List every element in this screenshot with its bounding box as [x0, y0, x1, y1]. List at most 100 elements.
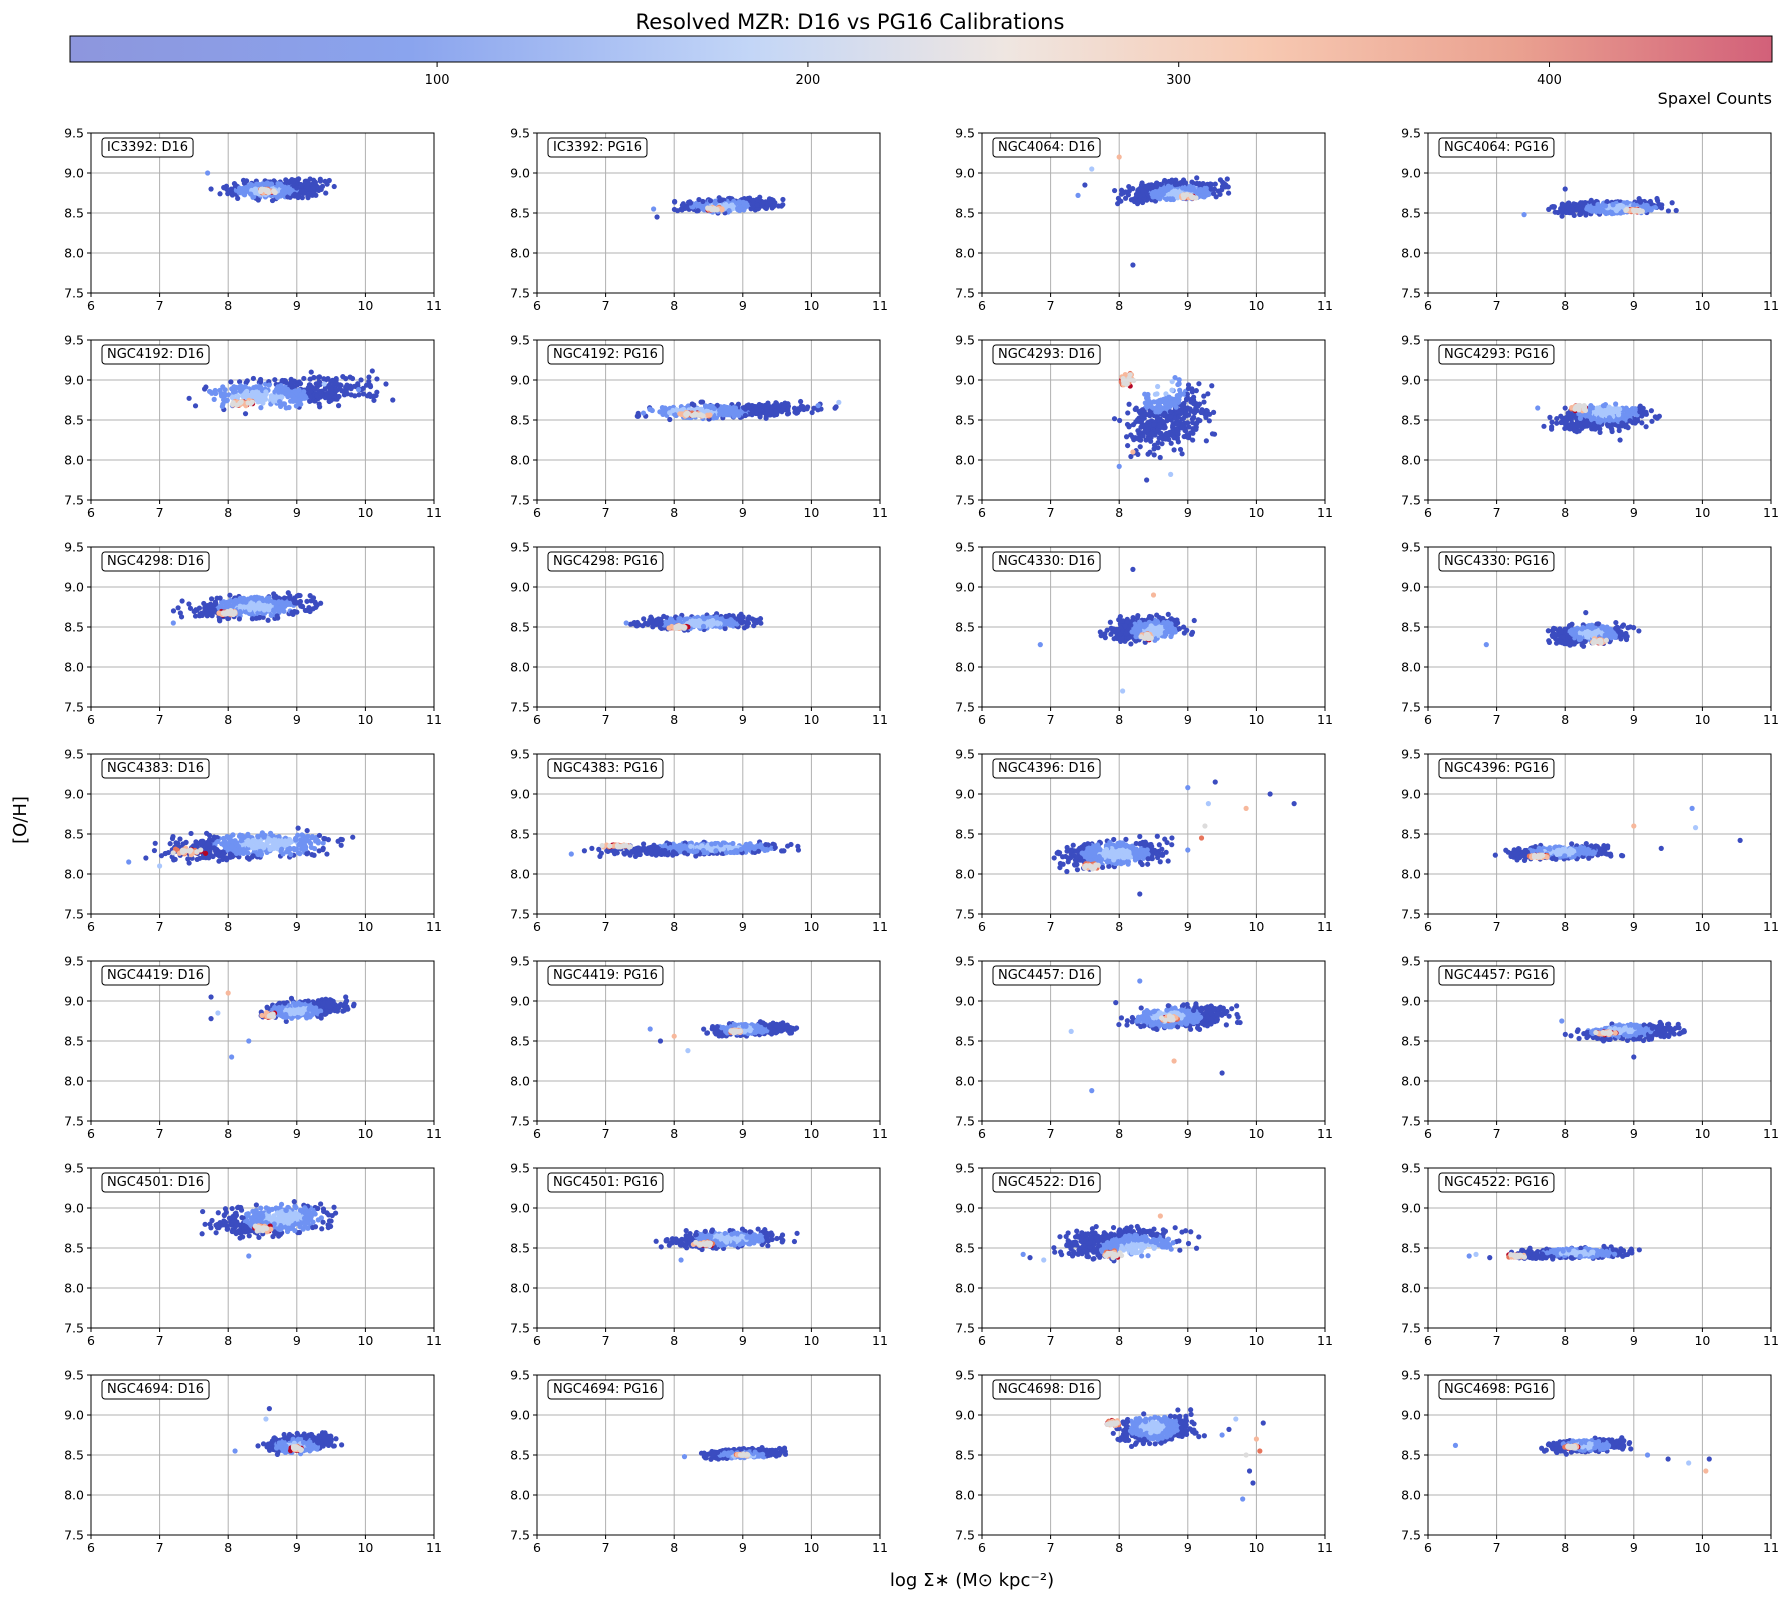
data-point	[228, 608, 234, 614]
data-point	[235, 195, 241, 201]
data-point	[1665, 208, 1672, 214]
scatter-points	[170, 590, 324, 626]
outlier-point	[1116, 154, 1122, 160]
data-point	[284, 386, 291, 392]
y-tick-label: 9.0	[955, 373, 975, 388]
outlier-point	[1130, 262, 1136, 268]
data-point	[1120, 190, 1127, 196]
panel-label-box	[992, 137, 1101, 158]
data-point	[201, 600, 207, 607]
data-point	[1117, 417, 1123, 424]
data-point	[1224, 176, 1230, 182]
data-point	[298, 391, 304, 398]
data-point	[741, 405, 747, 411]
data-point	[1212, 181, 1218, 187]
data-point	[179, 598, 185, 604]
data-point	[290, 379, 296, 385]
data-point	[271, 600, 277, 606]
data-point	[304, 183, 310, 189]
data-point	[367, 382, 373, 388]
x-tick-label: 6	[1424, 298, 1432, 313]
data-point	[667, 410, 673, 416]
data-point	[1636, 196, 1642, 202]
data-point	[1633, 419, 1639, 425]
data-point	[1181, 433, 1187, 440]
data-point	[208, 596, 215, 602]
data-point	[754, 206, 761, 212]
y-tick-label: 8.5	[955, 206, 975, 221]
outlier-point	[205, 170, 211, 176]
data-point	[723, 410, 729, 416]
data-point	[230, 401, 236, 407]
data-point	[360, 391, 367, 397]
data-point	[1130, 434, 1136, 440]
data-point	[691, 402, 697, 408]
data-point	[1194, 420, 1200, 426]
outlier-point	[1562, 186, 1568, 192]
data-point	[1189, 399, 1195, 405]
data-point	[245, 393, 252, 399]
data-point	[1181, 193, 1188, 199]
data-point	[1126, 183, 1132, 190]
data-point	[249, 182, 255, 188]
y-tick-label: 9.0	[1401, 166, 1421, 181]
data-point	[301, 375, 307, 382]
data-point	[1595, 408, 1602, 414]
data-point	[1176, 189, 1182, 195]
data-point	[268, 612, 274, 618]
data-point	[219, 392, 225, 398]
data-point	[1179, 451, 1185, 457]
data-point	[228, 186, 234, 192]
data-point	[1174, 427, 1180, 433]
data-point	[775, 203, 782, 209]
data-point	[316, 401, 322, 407]
data-point	[696, 196, 702, 203]
x-tick-label: 6	[978, 505, 986, 520]
data-point	[1163, 186, 1169, 192]
data-point	[276, 389, 282, 395]
y-tick-label: 9.0	[510, 166, 530, 181]
data-point	[1135, 417, 1141, 423]
panel-label-box	[1438, 344, 1555, 365]
y-tick-label: 8.5	[510, 206, 530, 221]
x-tick-label: 6	[87, 298, 95, 313]
data-point	[809, 409, 815, 416]
data-point	[248, 191, 254, 197]
data-point	[684, 205, 690, 211]
data-point	[1151, 452, 1157, 458]
data-point	[1609, 209, 1615, 215]
data-point	[371, 397, 377, 403]
data-point	[230, 389, 237, 395]
y-tick-label: 8.0	[64, 660, 84, 675]
data-point	[250, 601, 256, 607]
data-point	[310, 595, 317, 601]
data-point	[1571, 423, 1578, 430]
data-point	[1169, 177, 1175, 183]
data-point	[1201, 399, 1207, 405]
data-point	[1196, 381, 1202, 387]
data-point	[1225, 190, 1232, 196]
data-point	[212, 608, 218, 614]
data-point	[695, 412, 702, 419]
x-tick-label: 7	[1493, 298, 1501, 313]
data-point	[298, 602, 304, 609]
data-point	[272, 377, 278, 383]
data-point	[1195, 403, 1201, 409]
data-point	[1171, 435, 1177, 441]
data-point	[275, 384, 281, 390]
y-tick-label: 9.0	[64, 373, 84, 388]
y-tick-label: 9.0	[510, 373, 530, 388]
data-point	[170, 608, 177, 614]
data-point	[312, 398, 318, 404]
data-point	[728, 617, 734, 623]
data-point	[1203, 185, 1209, 191]
data-point	[1183, 397, 1190, 403]
data-point	[356, 392, 362, 398]
data-point	[1142, 400, 1148, 406]
data-point	[695, 623, 701, 629]
x-tick-label: 7	[1047, 298, 1055, 313]
colorbar-tick-label: 400	[1537, 73, 1562, 88]
